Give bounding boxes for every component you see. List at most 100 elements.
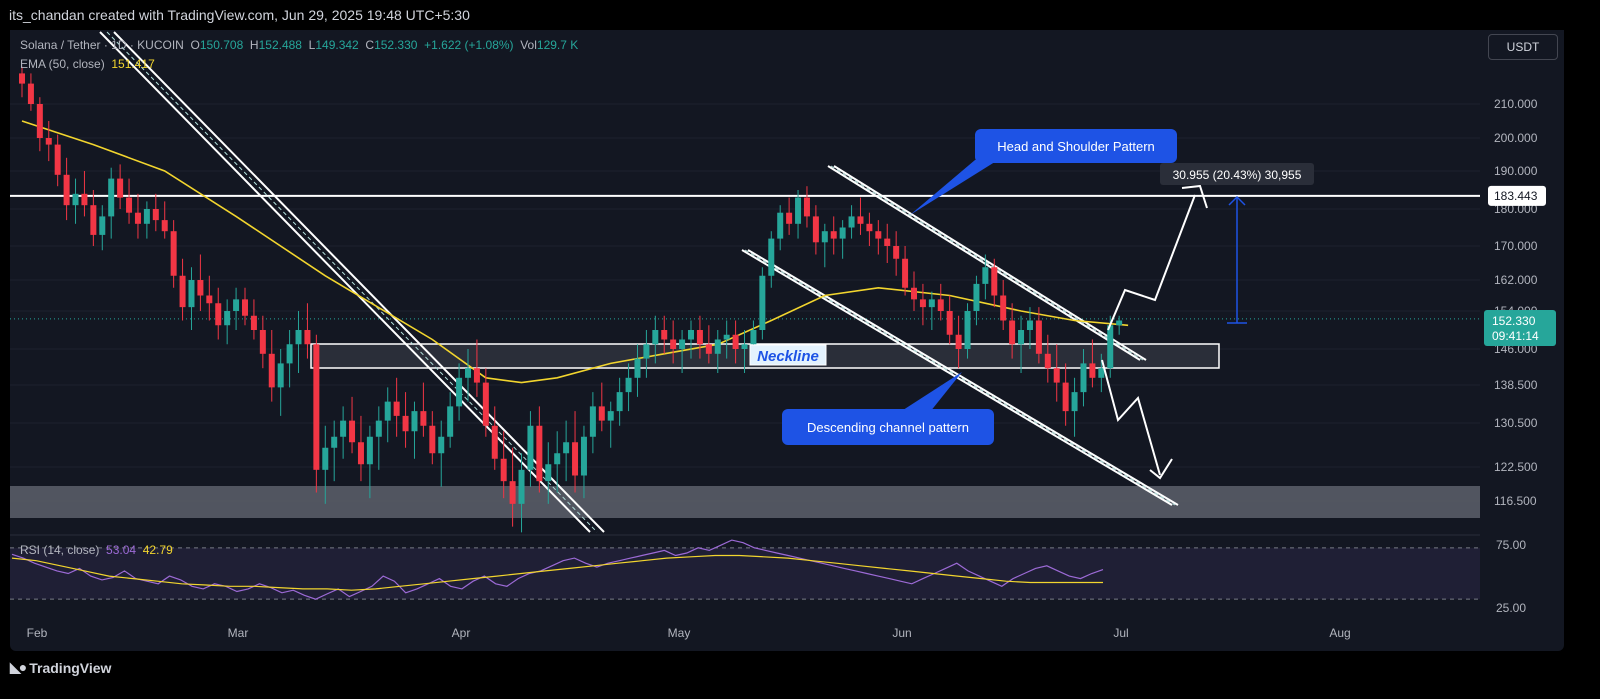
candle-body xyxy=(429,425,436,454)
symbol-name[interactable]: Solana / Tether · 1D · KUCOIN xyxy=(20,38,184,52)
candle-body xyxy=(919,299,926,308)
candle-body xyxy=(866,223,873,232)
candle-body xyxy=(964,311,971,349)
candle-body xyxy=(465,368,471,378)
vol-value: 129.7 K xyxy=(536,38,579,52)
candle-body xyxy=(955,334,962,349)
price-tick: 162.000 xyxy=(1494,273,1538,287)
candle-body xyxy=(366,436,373,465)
last-price-text: 152.330 xyxy=(1492,314,1536,328)
candle-body xyxy=(420,411,427,426)
candle-body xyxy=(982,267,989,284)
main-downtrend-a xyxy=(99,31,591,533)
time-tick: Jun xyxy=(892,626,911,640)
candle-body xyxy=(768,238,775,276)
ema-value: 151.417 xyxy=(111,57,155,71)
candle-body xyxy=(1098,368,1105,378)
price-grid xyxy=(10,103,1480,502)
candle-body xyxy=(19,73,25,84)
rsi-legend[interactable]: RSI (14, close) 53.04 42.79 xyxy=(20,543,173,557)
price-tick: 210.000 xyxy=(1494,97,1538,111)
candle-body xyxy=(902,258,909,288)
candle-body xyxy=(616,392,623,412)
candle-body xyxy=(1053,368,1060,383)
candle-body xyxy=(741,344,748,349)
candle-body xyxy=(536,425,543,482)
candle-body xyxy=(580,436,587,476)
channel-bottom-mid xyxy=(744,249,1176,506)
candle-body xyxy=(447,406,454,437)
candles[interactable] xyxy=(19,66,1123,533)
candle-body xyxy=(45,138,52,145)
candle-body xyxy=(643,344,650,359)
candle-body xyxy=(572,442,579,476)
candle-body xyxy=(161,220,168,232)
candle-body xyxy=(295,330,302,345)
candle-body xyxy=(197,280,204,296)
tradingview-logo[interactable]: ◣● TradingView xyxy=(10,659,111,676)
ema-legend[interactable]: EMA (50, close) 151.417 xyxy=(20,57,155,71)
candle-body xyxy=(170,231,177,276)
candle-body xyxy=(527,425,534,470)
candle-body xyxy=(634,358,641,378)
open-label: O xyxy=(190,38,200,52)
high-label: H xyxy=(249,38,259,52)
candle-body xyxy=(803,197,810,217)
main-downtrend-b xyxy=(113,31,605,533)
descending-channel-label: Descending channel pattern xyxy=(807,420,969,435)
candle-body xyxy=(1018,330,1025,345)
last-price-tag xyxy=(1484,310,1556,346)
time-axis[interactable]: Feb Mar Apr May Jun Jul Aug xyxy=(27,626,1351,640)
measure-label-bg xyxy=(1160,163,1314,185)
candle-body xyxy=(991,267,998,296)
price-tick: 200.000 xyxy=(1494,131,1538,145)
candle-body xyxy=(438,436,445,454)
candle-body xyxy=(589,406,596,437)
footer-bar: ◣● TradingView xyxy=(0,651,1600,699)
candle-body xyxy=(821,231,828,243)
time-tick: Mar xyxy=(228,626,249,640)
candle-body xyxy=(652,330,659,345)
close-label: C xyxy=(365,38,375,52)
candle-body xyxy=(893,246,900,259)
candle-body xyxy=(670,339,677,349)
bullish-arrowhead xyxy=(1181,184,1208,209)
rsi-label: RSI (14, close) xyxy=(20,543,100,557)
candle-body xyxy=(411,411,418,432)
high-value: 152.488 xyxy=(258,38,302,52)
candle-body xyxy=(126,197,133,213)
candle-body xyxy=(937,299,944,311)
candle-body xyxy=(357,442,364,465)
rsi-pane[interactable]: 75.00 25.00 xyxy=(10,534,1526,615)
candle-body xyxy=(108,178,115,217)
candle-body xyxy=(946,311,953,335)
neckline-label-bg xyxy=(749,344,827,366)
candle-body xyxy=(1116,320,1123,326)
candle-body xyxy=(509,481,516,504)
callout-pointer-2 xyxy=(900,372,962,412)
measure-label: 30.955 (20.43%) 30,955 xyxy=(1173,168,1302,182)
candle-body xyxy=(143,209,150,224)
attribution-bar: its_chandan created with TradingView.com… xyxy=(0,0,1600,30)
price-tick: 122.500 xyxy=(1494,460,1538,474)
candle-body xyxy=(90,205,97,235)
price-tick: 170.000 xyxy=(1494,239,1538,253)
candle-body xyxy=(134,212,141,224)
candle-body xyxy=(63,174,70,206)
attribution-text: its_chandan created with TradingView.com… xyxy=(9,7,470,23)
candle-body xyxy=(1071,392,1078,412)
candle-body xyxy=(482,382,489,426)
low-label: L xyxy=(308,38,316,52)
candle-body xyxy=(696,330,703,345)
candle-body xyxy=(705,344,712,354)
price-axis[interactable]: 210.000200.000190.000180.000170.000162.0… xyxy=(1484,97,1556,508)
rsi-tick: 25.00 xyxy=(1496,601,1526,615)
candle-body xyxy=(812,216,819,243)
main-downtrend-mid xyxy=(106,31,598,533)
currency-button[interactable]: USDT xyxy=(1488,34,1558,60)
price-tick: 190.000 xyxy=(1494,164,1538,178)
candle-body xyxy=(545,464,552,482)
candle-body xyxy=(313,344,320,470)
